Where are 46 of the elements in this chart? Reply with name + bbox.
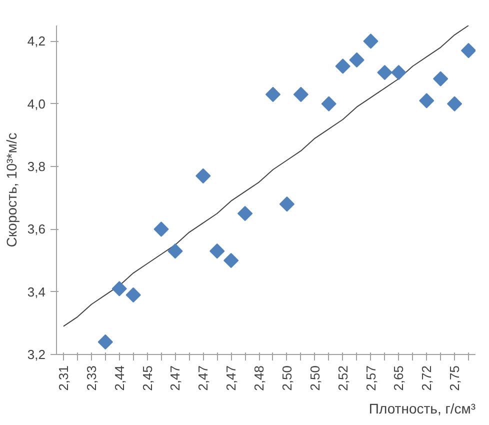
x-tick-label: 2,50 xyxy=(307,365,322,391)
x-tick-label: 2,47 xyxy=(224,365,239,391)
y-tick-label: 3,8 xyxy=(27,159,46,174)
y-tick-label: 3,6 xyxy=(27,222,46,237)
line-series xyxy=(62,26,470,327)
y-axis-title: Скорость, 10³*м/с xyxy=(3,132,20,248)
point xyxy=(391,64,406,80)
point xyxy=(126,287,141,303)
point xyxy=(210,244,225,259)
x-tick-label: 2,31 xyxy=(56,365,71,391)
point xyxy=(335,58,350,74)
point xyxy=(224,252,239,268)
x-axis-title: Плотность, г/см³ xyxy=(368,400,476,416)
y-tick-label: 4,2 xyxy=(27,34,46,49)
x-tick-label: 2,57 xyxy=(363,365,378,391)
x-tick-label: 2,48 xyxy=(252,365,267,391)
point xyxy=(279,196,295,212)
x-tick-label: 2,50 xyxy=(279,365,294,391)
point xyxy=(196,168,211,184)
y-tick-label: 3,2 xyxy=(27,347,46,362)
point xyxy=(460,42,476,58)
y-tick-label: 4,0 xyxy=(27,96,46,112)
point xyxy=(112,281,127,296)
point xyxy=(98,334,113,350)
point xyxy=(377,64,392,80)
x-tick-label: 2,52 xyxy=(335,365,350,391)
y-tick-label: 3,4 xyxy=(27,284,46,300)
point xyxy=(168,244,183,259)
point xyxy=(237,206,253,222)
x-tick-label: 2,65 xyxy=(391,365,406,391)
point xyxy=(154,222,169,237)
x-tick-label: 2,44 xyxy=(112,365,127,391)
x-tick-label: 2,45 xyxy=(140,365,155,391)
point xyxy=(265,86,281,102)
x-tick-label: 2,47 xyxy=(196,365,211,391)
x-tick-label: 2,72 xyxy=(419,365,434,391)
x-tick-label: 2,33 xyxy=(84,365,99,391)
x-tick-label: 2,75 xyxy=(447,365,462,391)
x-tick-label: 2,47 xyxy=(168,365,183,391)
point xyxy=(433,71,448,86)
point xyxy=(293,86,308,102)
point xyxy=(446,96,462,112)
point xyxy=(363,34,378,49)
point xyxy=(321,96,336,112)
point xyxy=(349,52,364,68)
point xyxy=(419,93,434,108)
